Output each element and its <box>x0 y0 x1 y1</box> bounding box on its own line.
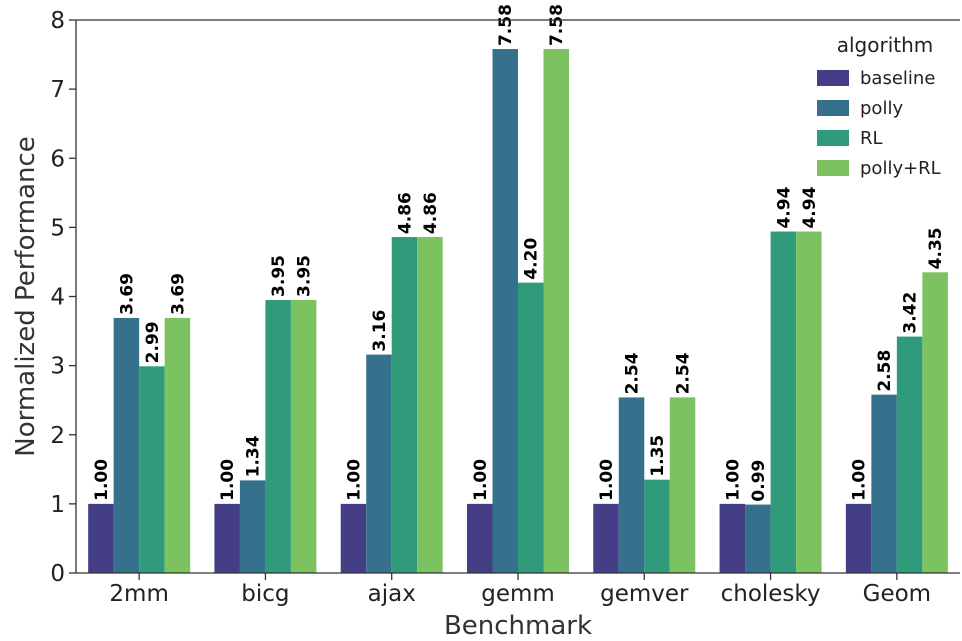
bar-label-cholesky-baseline: 1.00 <box>723 459 743 501</box>
bar-ajax-polly+RL <box>417 237 443 574</box>
bar-label-bicg-polly+RL: 3.95 <box>295 255 315 297</box>
legend-swatch-baseline <box>817 70 849 86</box>
bar-gemm-polly+RL <box>543 49 569 574</box>
x-tick-label-gemm: gemm <box>481 581 555 607</box>
bar-2mm-polly <box>113 317 140 573</box>
bar-gemm-RL <box>518 282 544 573</box>
y-tick-label-5: 5 <box>50 215 65 241</box>
bar-label-ajax-polly+RL: 4.86 <box>421 192 441 234</box>
bar-labels: 1.003.692.993.691.001.343.95 3.951.003.16… <box>92 4 946 501</box>
bar-label-gemm-polly+RL: 7.58 <box>547 4 567 46</box>
bar-label-Geom-polly: 2.58 <box>875 350 895 392</box>
bar-label-gemm-RL: 4.20 <box>522 238 542 280</box>
bar-2mm-RL <box>139 366 165 573</box>
bar-cholesky-polly <box>745 504 771 573</box>
y-axis-title: Normalized Performance <box>11 136 41 456</box>
x-tick-label-Geom: Geom <box>863 581 931 607</box>
x-tick-label-ajax: ajax <box>368 581 416 607</box>
bar-2mm-baseline <box>88 503 114 573</box>
bar-label-2mm-polly: 3.69 <box>117 273 137 315</box>
x-tick-label-bicg: bicg <box>241 581 289 607</box>
bar-label-gemver-baseline: 1.00 <box>597 459 617 501</box>
bar-label-2mm-RL: 2.99 <box>143 321 163 363</box>
bar-label-cholesky-polly+RL: 4.94 <box>800 186 820 228</box>
bar-label-gemver-polly+RL: 2.54 <box>674 352 694 394</box>
bar-label-bicg-polly: 1.34 <box>244 435 264 477</box>
bar-label-Geom-polly+RL: 4.35 <box>926 227 946 269</box>
bar-label-ajax-baseline: 1.00 <box>344 459 364 501</box>
legend-label-polly+RL: polly+RL <box>860 158 941 179</box>
axes: 0 1 2 3 4 5 6 7 8 2mm bicg ajax gemm gemver cholesky Ge… <box>50 8 960 607</box>
bar-bicg-polly+RL <box>290 299 317 573</box>
bar-label-Geom-baseline: 1.00 <box>850 459 870 501</box>
bar-bicg-polly <box>239 480 266 573</box>
legend: algorithm baseline polly RL polly+RL <box>817 33 941 179</box>
x-axis-title: Benchmark <box>444 611 592 641</box>
bar-gemm-baseline <box>467 503 493 573</box>
legend-swatch-polly+RL <box>817 160 849 176</box>
bar-label-cholesky-RL: 4.94 <box>774 186 794 228</box>
bar-bicg-baseline <box>214 503 240 573</box>
y-tick-label-7: 7 <box>50 77 65 103</box>
bar-Geom-RL <box>896 336 923 573</box>
x-tick-label-2mm: 2mm <box>109 581 168 607</box>
bar-label-gemm-baseline: 1.00 <box>471 459 491 501</box>
x-tick-label-gemver: gemver <box>600 581 689 607</box>
bar-gemver-baseline <box>593 503 619 573</box>
y-tick-label-1: 1 <box>50 492 65 518</box>
y-tick-label-2: 2 <box>50 423 65 449</box>
legend-swatch-polly <box>817 100 849 116</box>
y-tick-label-4: 4 <box>50 285 65 311</box>
legend-label-baseline: baseline <box>860 68 935 89</box>
y-tick-label-6: 6 <box>50 146 65 172</box>
bar-Geom-polly+RL <box>922 272 948 573</box>
bar-Geom-polly <box>871 394 897 573</box>
bar-label-gemver-polly: 2.54 <box>623 352 643 394</box>
bar-label-ajax-polly: 3.16 <box>370 310 390 352</box>
bars <box>88 49 948 574</box>
bar-gemm-polly <box>492 49 518 574</box>
legend-swatch-RL <box>817 130 849 146</box>
x-tick-label-cholesky: cholesky <box>721 581 821 607</box>
bar-ajax-RL <box>391 237 418 574</box>
bar-label-2mm-baseline: 1.00 <box>92 459 112 501</box>
bar-label-Geom-RL: 3.42 <box>901 292 921 334</box>
bar-label-cholesky-polly: 0.99 <box>749 460 769 502</box>
legend-label-polly: polly <box>860 98 903 119</box>
bar-label-ajax-RL: 4.86 <box>395 192 415 234</box>
y-tick-label-3: 3 <box>50 354 65 380</box>
bar-label-gemm-polly: 7.58 <box>496 4 516 46</box>
bar-gemver-polly+RL <box>669 397 696 573</box>
bar-cholesky-polly+RL <box>796 231 822 573</box>
bar-ajax-polly <box>366 354 392 573</box>
bar-label-gemver-RL: 1.35 <box>648 435 668 477</box>
bar-label-bicg-baseline: 1.00 <box>218 459 238 501</box>
bar-gemver-polly <box>618 397 645 573</box>
bar-label-bicg-RL: 3.95 <box>269 255 289 297</box>
bar-ajax-baseline <box>340 503 367 573</box>
legend-title: algorithm <box>837 33 934 57</box>
bar-2mm-polly+RL <box>164 317 191 573</box>
y-tick-label-8: 8 <box>50 8 65 34</box>
bar-Geom-baseline <box>845 503 872 573</box>
bar-bicg-RL <box>265 299 291 573</box>
bar-cholesky-baseline <box>719 503 746 573</box>
bar-gemver-RL <box>644 479 670 573</box>
y-tick-label-0: 0 <box>50 561 65 587</box>
bar-label-2mm-polly+RL: 3.69 <box>168 273 188 315</box>
bar-cholesky-RL <box>770 231 797 573</box>
legend-label-RL: RL <box>860 128 883 149</box>
